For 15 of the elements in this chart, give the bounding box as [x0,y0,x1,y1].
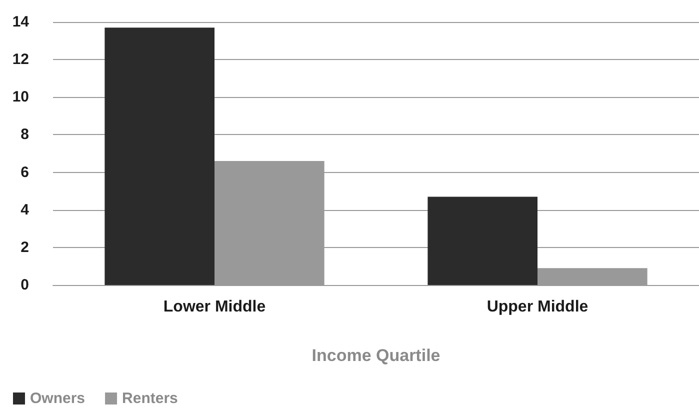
legend-label: Renters [122,390,178,407]
y-tick-label: 0 [20,276,29,294]
y-tick-label: 10 [12,88,29,106]
y-tick-label: 8 [20,126,29,144]
legend-label: Owners [30,390,86,407]
x-axis-title: Income Quartile [312,346,440,365]
y-tick-label: 14 [12,14,30,30]
x-tick-label: Lower Middle [163,298,266,316]
y-tick-label: 6 [20,164,29,181]
y-tick-label: 4 [20,201,30,218]
y-tick-label: 12 [12,51,29,68]
x-tick-label: Upper Middle [486,298,588,316]
bar [104,28,214,285]
y-tick-label: 2 [20,238,29,256]
bar [428,196,538,285]
